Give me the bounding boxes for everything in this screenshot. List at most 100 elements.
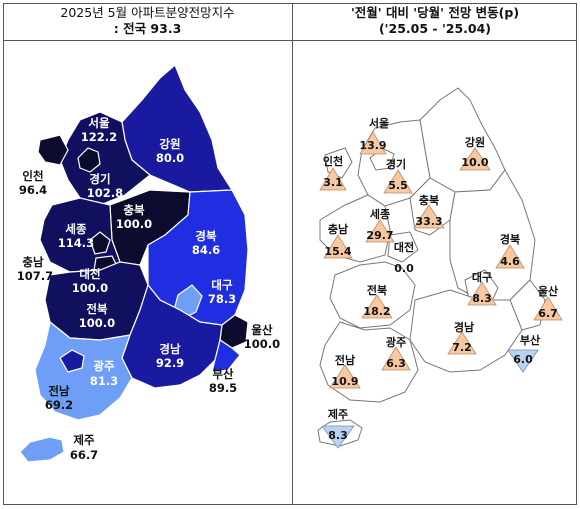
triangle-incheon (319, 167, 347, 191)
label-daegu-value: 78.3 (208, 292, 236, 306)
change-jeonbuk-name: 전북 (367, 283, 387, 297)
change-gyeongnam-value: 7.2 (452, 341, 472, 354)
region-sejong (89, 231, 111, 255)
triangle-gyeongbuk (495, 244, 525, 269)
triangle-jeju (321, 425, 355, 449)
change-seoul-name: 서울 (369, 116, 389, 130)
header-right-period: ('25.05 - '25.04) (378, 21, 492, 36)
triangle-sejong (365, 219, 395, 243)
triangle-gyeonggi (383, 169, 413, 194)
label-jeonnam-name: 전남 (48, 384, 70, 398)
triangle-busan (507, 349, 539, 373)
triangle-jeonbuk (361, 294, 393, 319)
change-map: 서울 13.9 강원 10.0 인천 3.1 경기 5.5 세종 29.7 충북… (317, 87, 563, 449)
change-labels: 서울 13.9 강원 10.0 인천 3.1 경기 5.5 세종 29.7 충북… (323, 116, 558, 442)
header-left-title: 2025년 5월 아파트분양전망지수 (60, 5, 235, 20)
label-chungnam-value: 107.7 (17, 269, 53, 283)
region-gwangju (59, 349, 85, 373)
change-jeonnam-name: 전남 (335, 353, 355, 367)
change-daegu-value: 8.3 (472, 292, 492, 305)
change-jeonnam-value: 10.9 (331, 375, 358, 388)
label-busan-value: 89.5 (209, 381, 237, 395)
change-jeonbuk-value: 18.2 (363, 305, 390, 318)
label-gyeonggi-name: 경기 (89, 172, 110, 186)
triangle-chungnam (323, 234, 353, 259)
triangle-seoul (359, 131, 387, 155)
change-daegu-name: 대구 (472, 270, 492, 284)
header-divider (3, 40, 577, 41)
change-region-jeonbuk (329, 261, 416, 329)
label-sejong-value: 114.3 (58, 236, 94, 250)
change-gyeongbuk-value: 4.6 (500, 255, 520, 268)
change-jeju-name: 제주 (328, 407, 348, 421)
triangle-ulsan (533, 296, 563, 321)
change-busan-value: 6.0 (513, 353, 533, 366)
label-gwangju-value: 81.3 (90, 374, 118, 388)
triangle-gyeongnam (447, 331, 477, 355)
label-gyeongbuk-name: 경북 (195, 229, 217, 243)
label-gyeonggi-value: 102.8 (87, 186, 123, 200)
label-incheon-value: 96.4 (19, 183, 47, 197)
change-daejeon-name: 대전 (394, 240, 414, 254)
triangle-jeonnam (329, 364, 361, 389)
change-gyeongnam-name: 경남 (454, 320, 474, 334)
label-jeonbuk-value: 100.0 (79, 316, 115, 330)
header-left-national: : 전국 93.3 (113, 21, 182, 36)
change-incheon-value: 3.1 (323, 176, 343, 189)
change-daejeon-value: 0.0 (394, 262, 414, 275)
change-triangles (319, 131, 563, 449)
header-right: '전월' 대비 '당월' 전망 변동(p) ('25.05 - '25.04) (293, 5, 577, 37)
index-labels: 서울 122.2 인천 96.4 경기 102.8 강원 80.0 세종 114… (17, 116, 280, 462)
change-chungnam-value: 15.4 (324, 245, 351, 258)
label-ulsan-value: 100.0 (244, 337, 280, 351)
national-index-value: 93.3 (150, 21, 182, 36)
table-frame (3, 3, 577, 505)
label-ulsan-name: 울산 (251, 323, 273, 337)
change-incheon-name: 인천 (323, 154, 343, 168)
label-gangwon-name: 강원 (159, 137, 180, 151)
label-chungbuk-value: 100.0 (116, 217, 152, 231)
region-jeju (19, 436, 65, 463)
region-busan (211, 339, 241, 373)
change-ulsan-name: 울산 (538, 284, 558, 298)
label-busan-name: 부산 (212, 367, 234, 381)
label-incheon-name: 인천 (22, 169, 43, 183)
label-daegu-name: 대구 (211, 278, 233, 292)
label-gwangju-name: 광주 (93, 359, 115, 373)
change-chungbuk-value: 33.3 (415, 215, 442, 228)
header-left: 2025년 5월 아파트분양전망지수 : 전국 93.3 (3, 5, 292, 37)
label-jeonbuk-name: 전북 (86, 302, 108, 316)
change-seoul-value: 13.9 (359, 139, 386, 152)
label-sejong-name: 세종 (65, 222, 87, 236)
header-right-title: '전월' 대비 '당월' 전망 변동(p) (350, 5, 520, 20)
triangle-daegu (467, 281, 497, 306)
triangle-chungbuk (413, 204, 445, 229)
change-gyeonggi-name: 경기 (386, 157, 406, 171)
label-jeju-value: 66.7 (70, 448, 98, 462)
change-region-gangwon (419, 87, 506, 193)
change-region-daejeon (387, 231, 419, 263)
triangle-gwangju (381, 346, 411, 371)
label-seoul-value: 122.2 (81, 130, 117, 144)
label-daejeon-name: 대전 (79, 267, 100, 281)
region-seoul (77, 147, 101, 173)
change-busan-name: 부산 (520, 333, 540, 347)
region-gyeonggi (59, 111, 151, 206)
change-sejong-value: 29.7 (366, 229, 393, 242)
change-chungnam-name: 충남 (328, 222, 348, 236)
change-region-gyeongnam (409, 289, 523, 373)
change-gwangju-value: 6.3 (386, 357, 406, 370)
change-gyeongbuk-name: 경북 (500, 232, 520, 246)
change-gwangju-name: 광주 (386, 336, 406, 349)
triangle-gangwon (459, 147, 491, 171)
change-gangwon-value: 10.0 (461, 156, 488, 169)
change-gyeonggi-value: 5.5 (388, 179, 408, 192)
label-gyeongnam-value: 92.9 (156, 356, 184, 370)
change-gangwon-name: 강원 (465, 135, 485, 149)
label-chungbuk-name: 충북 (123, 203, 145, 217)
change-sejong-name: 세종 (370, 207, 390, 221)
label-seoul-name: 서울 (88, 116, 110, 130)
label-gangwon-value: 80.0 (156, 151, 184, 165)
change-jeju-value: 8.3 (328, 429, 348, 442)
